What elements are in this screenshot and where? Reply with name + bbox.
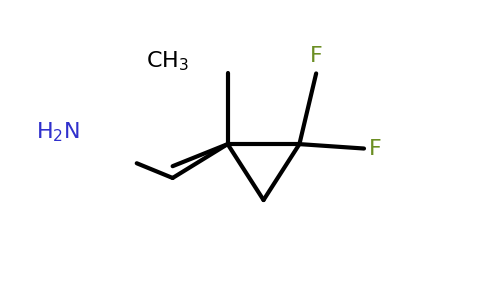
- Text: CH$_3$: CH$_3$: [146, 50, 189, 74]
- Text: F: F: [369, 139, 381, 158]
- Text: F: F: [310, 46, 322, 66]
- Text: H$_2$N: H$_2$N: [36, 121, 80, 144]
